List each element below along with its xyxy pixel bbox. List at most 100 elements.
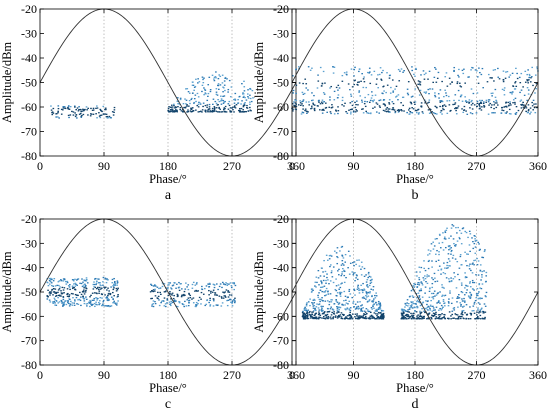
- scatter-point: [96, 299, 98, 301]
- scatter-point: [312, 317, 314, 320]
- scatter-point: [177, 106, 179, 108]
- scatter-point: [510, 91, 513, 94]
- scatter-point: [419, 304, 422, 307]
- scatter-point: [208, 106, 211, 108]
- scatter-point: [434, 318, 437, 320]
- scatter-point: [212, 305, 215, 307]
- scatter-point: [435, 81, 438, 83]
- scatter-point: [204, 109, 207, 112]
- scatter-point: [434, 295, 436, 297]
- scatter-point: [435, 253, 437, 255]
- scatter-point: [424, 292, 426, 294]
- scatter-point: [67, 301, 69, 303]
- scatter-point: [357, 284, 359, 286]
- scatter-point: [450, 302, 453, 305]
- scatter-point: [511, 93, 513, 95]
- y-tick-label: -50: [21, 285, 37, 299]
- scatter-point: [96, 107, 99, 109]
- scatter-point: [379, 312, 381, 314]
- scatter-point: [354, 280, 356, 282]
- x-tick-label: 360: [287, 368, 305, 382]
- scatter-point: [437, 317, 439, 320]
- scatter-point: [295, 99, 298, 102]
- scatter-point: [455, 318, 457, 320]
- scatter-point: [202, 81, 205, 84]
- scatter-point: [421, 296, 424, 298]
- scatter-point: [397, 111, 400, 113]
- scatter-point: [419, 312, 421, 314]
- scatter-point: [494, 102, 497, 104]
- scatter-point: [208, 286, 211, 288]
- scatter-point: [113, 106, 116, 109]
- scatter-point: [101, 110, 103, 113]
- scatter-point: [224, 111, 227, 113]
- scatter-point: [66, 281, 69, 284]
- scatter-point: [402, 311, 405, 313]
- scatter-point: [382, 315, 384, 317]
- scatter-point: [414, 283, 416, 286]
- scatter-point: [302, 105, 304, 107]
- scatter-point: [426, 306, 429, 309]
- scatter-point: [450, 247, 453, 249]
- scatter-point: [55, 295, 58, 297]
- scatter-point: [389, 92, 392, 94]
- scatter-point: [448, 249, 450, 251]
- scatter-point: [361, 310, 364, 312]
- scatter-point: [69, 284, 71, 286]
- scatter-point: [108, 290, 110, 292]
- scatter-point: [375, 102, 378, 104]
- scatter-point: [67, 300, 70, 302]
- scatter-point: [337, 256, 339, 259]
- scatter-point: [434, 96, 437, 98]
- reference-sinusoid: [39, 8, 297, 157]
- scatter-point: [64, 300, 67, 302]
- scatter-point: [338, 268, 340, 271]
- scatter-point: [305, 312, 308, 314]
- scatter-point: [347, 267, 349, 269]
- scatter-point: [471, 102, 474, 105]
- scatter-point: [534, 74, 537, 76]
- x-axis-label: Phase/°: [396, 381, 434, 395]
- scatter-point: [411, 315, 414, 318]
- scatter-point: [89, 299, 91, 302]
- scatter-point: [66, 295, 69, 297]
- scatter-point: [186, 105, 188, 107]
- scatter-point: [458, 238, 461, 240]
- scatter-point: [483, 303, 486, 305]
- scatter-point: [321, 102, 324, 105]
- scatter-point: [376, 316, 379, 318]
- scatter-point: [292, 89, 295, 92]
- scatter-point: [455, 109, 457, 112]
- scatter-point: [201, 90, 203, 93]
- scatter-point: [527, 69, 529, 71]
- scatter-point: [477, 260, 480, 262]
- scatter-point: [171, 285, 174, 287]
- x-axis-label: Phase/°: [396, 172, 434, 186]
- scatter-point: [203, 88, 206, 91]
- scatter-point: [50, 284, 53, 287]
- scatter-point: [422, 301, 425, 303]
- scatter-point: [337, 284, 340, 286]
- scatter-point: [340, 312, 343, 314]
- scatter-point: [318, 309, 320, 311]
- scatter-point: [419, 84, 422, 86]
- scatter-point: [477, 82, 480, 84]
- scatter-point: [69, 303, 71, 305]
- scatter-point: [83, 283, 86, 285]
- scatter-point: [333, 66, 336, 68]
- scatter-point: [312, 316, 314, 319]
- scatter-point: [66, 288, 69, 290]
- scatter-point: [417, 83, 419, 85]
- scatter-point: [365, 281, 368, 283]
- scatter-point: [392, 108, 395, 111]
- scatter-point: [184, 294, 186, 296]
- scatter-point: [216, 304, 219, 307]
- scatter-point: [306, 302, 308, 304]
- scatter-point: [176, 100, 179, 102]
- scatter-point: [224, 291, 226, 293]
- scatter-point: [173, 282, 176, 284]
- scatter-point: [62, 109, 64, 111]
- scatter-point: [99, 282, 101, 284]
- scatter-point: [378, 73, 381, 76]
- scatter-point: [347, 318, 349, 320]
